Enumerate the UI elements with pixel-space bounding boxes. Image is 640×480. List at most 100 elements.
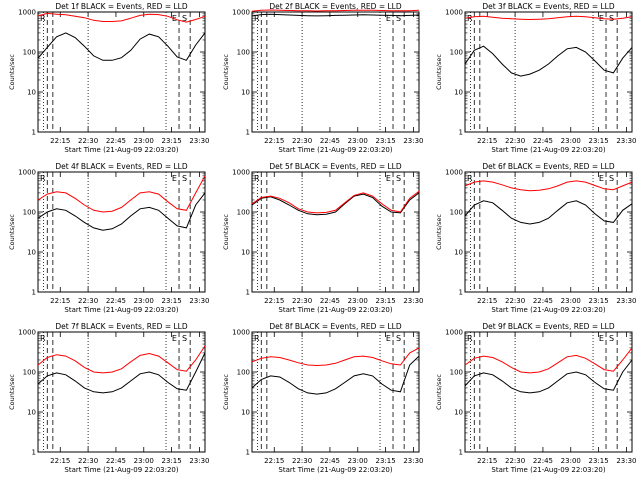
series-line-lld — [37, 12, 206, 23]
marker-label-e: E — [386, 334, 391, 343]
marker-label-e: E — [386, 174, 391, 183]
x-tick-label: 22:45 — [320, 457, 340, 465]
x-tick-label: 22:30 — [292, 137, 312, 145]
x-tick-label: 22:30 — [505, 457, 525, 465]
detector-chart: Det 2f BLACK = Events, RED = LLD 1 10 100 10… — [222, 2, 424, 154]
y-axis-label: Counts/sec — [222, 214, 230, 250]
series-line-lld — [464, 15, 633, 21]
y-axis-label: Counts/sec — [435, 214, 443, 250]
corner-mark-r: R — [467, 334, 473, 343]
detector-chart: Det 5f BLACK = Events, RED = LLD 1 10 100 10… — [222, 162, 424, 314]
x-tick-label: 23:15 — [162, 297, 182, 305]
y-axis-label: Counts/sec — [222, 374, 230, 410]
detector-chart: Det 7f BLACK = Events, RED = LLD 1 10 100 10… — [8, 322, 210, 474]
detector-chart: Det 3f BLACK = Events, RED = LLD 1 10 100 10… — [435, 2, 637, 154]
x-tick-label: 23:00 — [561, 457, 581, 465]
x-tick-label: 22:45 — [106, 297, 126, 305]
x-tick-label: 23:00 — [134, 137, 154, 145]
x-tick-label: 23:00 — [348, 457, 368, 465]
x-tick-label: 23:30 — [403, 457, 423, 465]
plot-frame — [464, 331, 633, 453]
y-tick-label: 10 — [454, 89, 463, 97]
x-tick-label: 22:30 — [505, 297, 525, 305]
y-tick-label: 1 — [32, 289, 36, 297]
corner-mark-r: R — [254, 174, 260, 183]
detector-chart: Det 6f BLACK = Events, RED = LLD 1 10 100 10… — [435, 162, 637, 314]
marker-label-e: E — [172, 174, 177, 183]
marker-label-s: S — [182, 14, 187, 23]
x-tick-label: 23:30 — [403, 297, 423, 305]
x-tick-label: 22:15 — [50, 457, 70, 465]
marker-label-s: S — [182, 174, 187, 183]
marker-label-s: S — [396, 334, 401, 343]
y-tick-label: 10 — [27, 249, 36, 257]
detector-chart: Det 8f BLACK = Events, RED = LLD 1 10 100 10… — [222, 322, 424, 474]
x-tick-label: 23:00 — [134, 297, 154, 305]
x-axis-label: Start Time (21-Aug-09 22:03:20) — [278, 306, 392, 314]
x-tick-label: 23:15 — [162, 137, 182, 145]
x-tick-label: 22:45 — [533, 457, 553, 465]
y-tick-label: 1 — [32, 129, 36, 137]
y-tick-label: 100 — [237, 49, 250, 57]
corner-mark-r: R — [40, 174, 46, 183]
x-tick-label: 23:30 — [189, 457, 209, 465]
plot-frame — [251, 11, 420, 133]
x-tick-label: 23:30 — [403, 137, 423, 145]
marker-label-e: E — [172, 334, 177, 343]
x-axis-label: Start Time (21-Aug-09 22:03:20) — [278, 146, 392, 154]
corner-mark-r: R — [40, 334, 46, 343]
marker-label-e: E — [386, 14, 391, 23]
series-line-events — [37, 192, 206, 231]
x-tick-label: 22:45 — [320, 137, 340, 145]
chart-title: Det 7f BLACK = Events, RED = LLD — [55, 322, 188, 331]
x-tick-label: 22:15 — [477, 297, 497, 305]
y-tick-label: 100 — [23, 49, 36, 57]
x-tick-label: 23:30 — [616, 297, 636, 305]
marker-label-s: S — [396, 14, 401, 23]
y-tick-label: 100 — [23, 209, 36, 217]
corner-mark-r: R — [467, 14, 473, 23]
series-line-lld — [251, 9, 420, 12]
x-tick-label: 23:15 — [376, 297, 396, 305]
x-tick-label: 22:15 — [50, 297, 70, 305]
series-line-events — [464, 359, 633, 394]
chart-title: Det 4f BLACK = Events, RED = LLD — [55, 162, 188, 171]
x-tick-label: 22:30 — [78, 137, 98, 145]
plot-frame — [464, 171, 633, 293]
y-tick-label: 10 — [241, 249, 250, 257]
y-tick-label: 1 — [246, 129, 250, 137]
marker-label-s: S — [609, 14, 614, 23]
x-tick-label: 23:30 — [189, 137, 209, 145]
y-tick-label: 100 — [23, 369, 36, 377]
series-line-lld — [37, 345, 206, 374]
series-line-events — [251, 192, 420, 216]
y-tick-label: 1000 — [18, 9, 36, 17]
chart-title: Det 2f BLACK = Events, RED = LLD — [269, 2, 402, 11]
y-tick-label: 1 — [32, 449, 36, 457]
x-tick-label: 23:00 — [134, 457, 154, 465]
plot-frame — [251, 331, 420, 453]
x-axis-label: Start Time (21-Aug-09 22:03:20) — [64, 146, 178, 154]
x-axis-label: Start Time (21-Aug-09 22:03:20) — [64, 306, 178, 314]
series-line-lld — [251, 347, 420, 367]
series-line-lld — [37, 175, 206, 213]
y-tick-label: 100 — [450, 209, 463, 217]
y-tick-label: 10 — [454, 249, 463, 257]
x-axis-label: Start Time (21-Aug-09 22:03:20) — [491, 306, 605, 314]
y-tick-label: 1000 — [445, 169, 463, 177]
x-tick-label: 23:00 — [348, 137, 368, 145]
y-tick-label: 1000 — [232, 329, 250, 337]
y-axis-label: Counts/sec — [435, 54, 443, 90]
corner-mark-r: R — [40, 14, 46, 23]
plot-frame — [37, 171, 206, 293]
series-line-lld — [251, 190, 420, 214]
x-tick-label: 22:45 — [320, 297, 340, 305]
x-tick-label: 22:15 — [264, 457, 284, 465]
x-tick-label: 23:00 — [348, 297, 368, 305]
x-tick-label: 22:45 — [533, 137, 553, 145]
x-axis-label: Start Time (21-Aug-09 22:03:20) — [491, 146, 605, 154]
x-tick-label: 22:45 — [106, 457, 126, 465]
x-axis-label: Start Time (21-Aug-09 22:03:20) — [278, 466, 392, 474]
marker-label-e: E — [599, 174, 604, 183]
y-axis-label: Counts/sec — [8, 214, 16, 250]
